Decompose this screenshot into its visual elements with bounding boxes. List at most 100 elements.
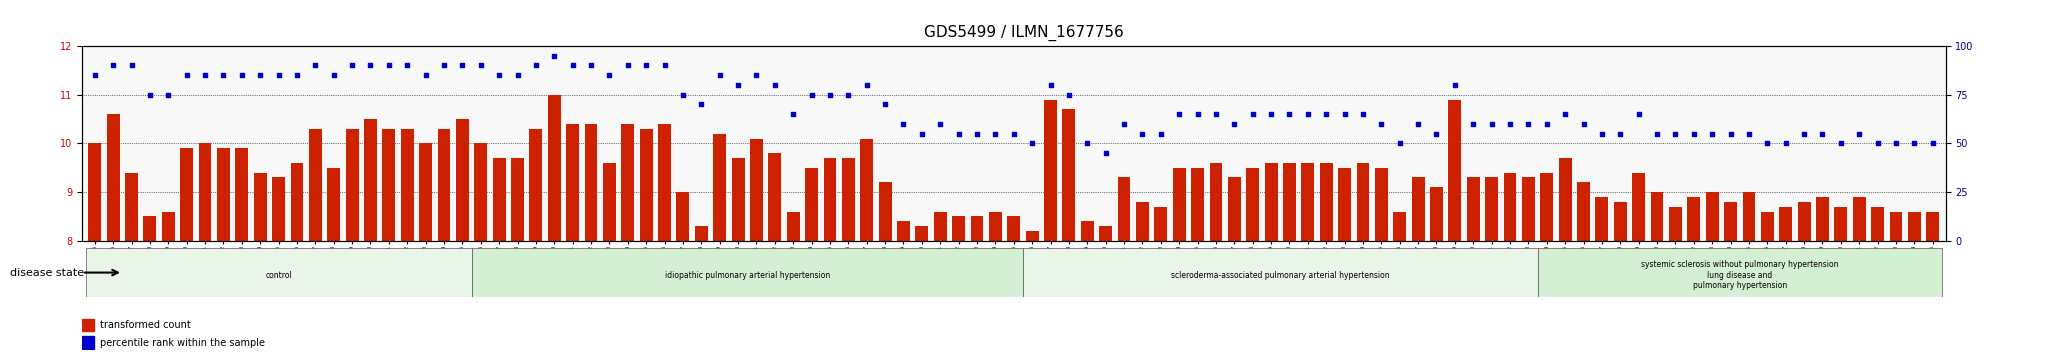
Bar xyxy=(823,158,836,354)
Bar xyxy=(1430,187,1444,354)
Point xyxy=(924,121,956,127)
Bar xyxy=(879,182,891,354)
Bar xyxy=(143,216,156,354)
Bar xyxy=(383,129,395,354)
Point xyxy=(905,131,938,136)
Bar xyxy=(254,172,266,354)
Point xyxy=(446,63,479,68)
Bar xyxy=(750,138,762,354)
Bar xyxy=(584,124,598,354)
Point xyxy=(1585,131,1618,136)
Bar xyxy=(989,211,1001,354)
Bar xyxy=(1118,177,1130,354)
Bar xyxy=(860,138,872,354)
Point xyxy=(299,63,332,68)
Point xyxy=(1016,141,1049,146)
Bar xyxy=(1319,163,1333,354)
Point xyxy=(868,102,901,107)
Point xyxy=(1163,111,1196,117)
Bar xyxy=(971,216,983,354)
Point xyxy=(850,82,883,88)
Point xyxy=(207,72,240,78)
Point xyxy=(188,72,221,78)
Point xyxy=(1696,131,1729,136)
Bar xyxy=(842,158,854,354)
Point xyxy=(465,63,498,68)
Bar xyxy=(549,95,561,354)
Point xyxy=(1567,121,1599,127)
Bar xyxy=(272,177,285,354)
Bar xyxy=(291,163,303,354)
Bar xyxy=(1100,226,1112,354)
Bar xyxy=(897,221,909,354)
Bar xyxy=(1743,192,1755,354)
FancyBboxPatch shape xyxy=(86,248,471,297)
Point xyxy=(1034,82,1067,88)
Bar xyxy=(1614,202,1626,354)
Bar xyxy=(621,124,635,354)
Point xyxy=(1714,131,1747,136)
Bar xyxy=(1063,109,1075,354)
Bar xyxy=(309,129,322,354)
Point xyxy=(666,92,698,97)
Bar xyxy=(217,148,229,354)
Point xyxy=(1733,131,1765,136)
Bar xyxy=(1522,177,1534,354)
Bar xyxy=(401,129,414,354)
Bar xyxy=(1872,207,1884,354)
Bar xyxy=(1300,163,1315,354)
Bar xyxy=(82,336,94,349)
Point xyxy=(1456,121,1489,127)
Text: transformed count: transformed count xyxy=(100,320,190,330)
Point xyxy=(684,102,717,107)
Point xyxy=(647,63,680,68)
Point xyxy=(336,63,369,68)
Bar xyxy=(1577,182,1589,354)
Point xyxy=(1788,131,1821,136)
Bar xyxy=(1761,211,1774,354)
Bar xyxy=(1393,211,1407,354)
Point xyxy=(575,63,608,68)
Point xyxy=(539,53,571,58)
Point xyxy=(1274,111,1307,117)
Bar xyxy=(180,148,193,354)
Point xyxy=(96,63,129,68)
Bar xyxy=(346,129,358,354)
Point xyxy=(1511,121,1544,127)
Bar xyxy=(694,226,709,354)
Bar xyxy=(1669,207,1681,354)
Bar xyxy=(1337,168,1352,354)
Point xyxy=(391,63,424,68)
Point xyxy=(1530,121,1563,127)
Point xyxy=(410,72,442,78)
Point xyxy=(170,72,203,78)
Bar xyxy=(639,129,653,354)
Bar xyxy=(915,226,928,354)
Point xyxy=(281,72,313,78)
Point xyxy=(1219,121,1251,127)
Point xyxy=(1769,141,1802,146)
Text: scleroderma-associated pulmonary arterial hypertension: scleroderma-associated pulmonary arteria… xyxy=(1171,270,1391,280)
Point xyxy=(152,92,184,97)
Text: control: control xyxy=(264,270,293,280)
Point xyxy=(1292,111,1325,117)
Point xyxy=(483,72,516,78)
Point xyxy=(1917,141,1950,146)
Bar xyxy=(1374,168,1389,354)
Point xyxy=(813,92,846,97)
Point xyxy=(887,121,920,127)
Bar xyxy=(1026,231,1038,354)
Bar xyxy=(1688,197,1700,354)
Bar xyxy=(657,124,672,354)
Bar xyxy=(602,163,616,354)
Point xyxy=(776,111,809,117)
Point xyxy=(1255,111,1288,117)
Bar xyxy=(88,143,100,354)
Point xyxy=(1677,131,1710,136)
Point xyxy=(1548,111,1581,117)
Bar xyxy=(1835,207,1847,354)
Bar xyxy=(1503,172,1516,354)
Point xyxy=(1862,141,1894,146)
Point xyxy=(758,82,791,88)
Point xyxy=(1751,141,1784,146)
